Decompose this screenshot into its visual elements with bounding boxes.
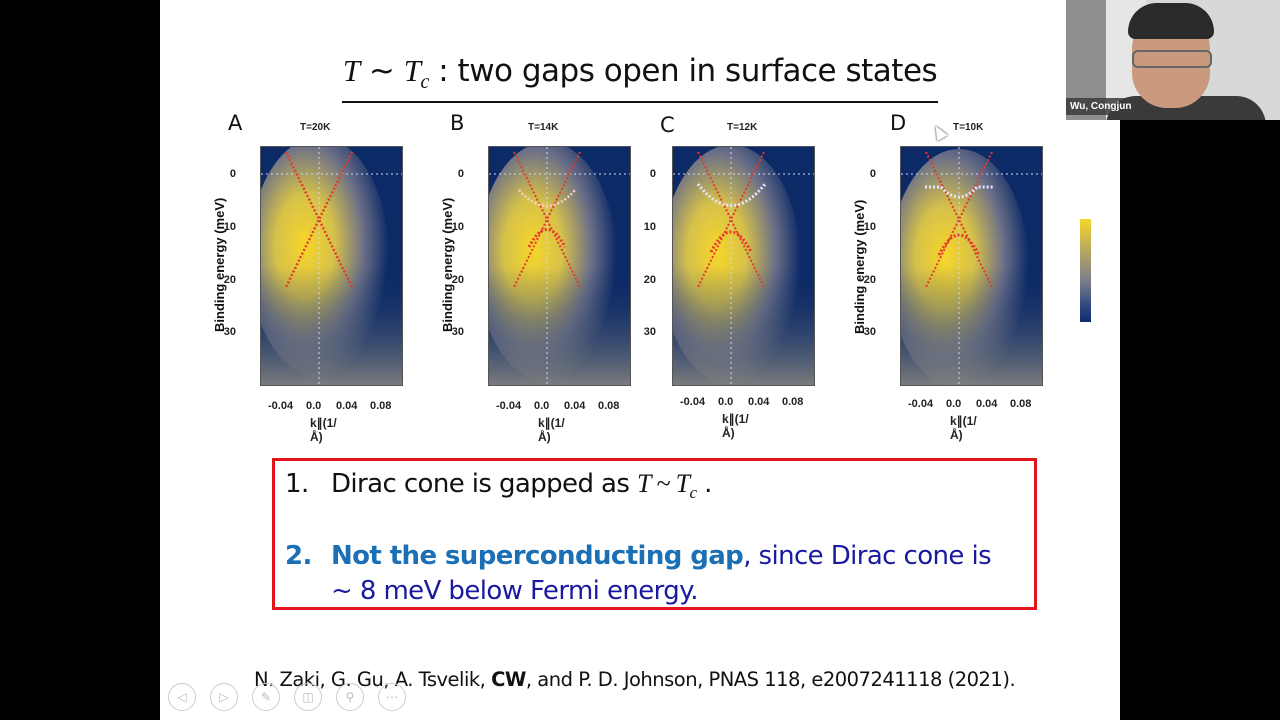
y-tick: 20	[223, 274, 236, 286]
y-tick: 30	[863, 326, 876, 338]
y-tick: 20	[863, 274, 876, 286]
x-tick: 0.0	[534, 400, 550, 412]
x-tick: 0.08	[782, 396, 804, 408]
x-tick: 0.08	[1010, 398, 1032, 410]
glasses	[1132, 50, 1212, 68]
y-tick: 0	[229, 168, 236, 180]
panel-temperature: T=10K	[953, 122, 984, 133]
dirac-cone-plot	[901, 147, 1042, 385]
x-tick: 0.0	[718, 396, 734, 408]
panel-letter: C	[660, 113, 675, 137]
x-tick: 0.0	[306, 400, 322, 412]
item-text: Dirac cone is gapped as	[331, 469, 637, 499]
webcam-video[interactable]: Wu, Congjun	[1066, 0, 1280, 120]
dirac-cone-plot	[261, 147, 402, 385]
citation-bold-author: CW	[491, 668, 526, 691]
colorbar	[1080, 219, 1091, 322]
arpes-heatmap	[488, 146, 631, 386]
citation-rest: , and P. D. Johnson, PNAS 118, e20072411…	[525, 668, 1016, 691]
item-end: .	[696, 469, 712, 499]
panel-letter: B	[450, 111, 465, 135]
x-tick: -0.04	[496, 400, 522, 412]
dirac-cone-plot	[673, 147, 814, 385]
slides-icon[interactable]: ◫	[294, 683, 322, 711]
x-axis-label: k∥(1/Å)	[950, 414, 977, 442]
y-tick: 20	[451, 274, 464, 286]
y-tick: 0	[869, 168, 876, 180]
x-tick: 0.08	[598, 400, 620, 412]
x-tick: 0.04	[976, 398, 998, 410]
previous-icon[interactable]: ◁	[168, 683, 196, 711]
x-tick: 0.04	[748, 396, 770, 408]
item-number: 1.	[285, 469, 309, 499]
x-tick: -0.04	[680, 396, 706, 408]
presentation-slide: T ~ Tc : two gaps open in surface states…	[160, 0, 1120, 720]
item-number: 2.	[285, 541, 312, 571]
more-icon[interactable]: ⋯	[378, 683, 406, 711]
x-tick: -0.04	[908, 398, 934, 410]
y-tick: 30	[451, 326, 464, 338]
note-item-1: 1. Dirac cone is gapped as T ~ Tc .	[285, 469, 712, 503]
y-tick: 10	[451, 221, 464, 233]
title-math-sim: ~	[359, 53, 404, 89]
x-tick: 0.0	[946, 398, 962, 410]
title-math-tc: T	[403, 53, 421, 88]
x-tick: 0.08	[370, 400, 392, 412]
next-icon[interactable]: ▷	[210, 683, 238, 711]
arpes-heatmap	[672, 146, 815, 386]
x-tick: 0.04	[336, 400, 358, 412]
y-tick: 30	[223, 326, 236, 338]
title-math-t: T	[342, 53, 360, 88]
y-tick: 0	[649, 168, 656, 180]
x-axis-label: k∥(1/Å)	[310, 416, 337, 444]
panel-temperature: T=14K	[528, 122, 559, 133]
y-tick: 20	[643, 274, 656, 286]
item-text-line2: ~ 8 meV below Fermi energy.	[331, 576, 699, 606]
panel-temperature: T=12K	[727, 122, 758, 133]
item-math-sub: c	[689, 483, 698, 503]
x-tick: 0.04	[564, 400, 586, 412]
item-math: T ~ T	[636, 469, 690, 498]
arpes-heatmap	[900, 146, 1043, 386]
y-tick: 10	[863, 221, 876, 233]
title-text: : two gaps open in surface states	[428, 53, 938, 89]
arpes-heatmap	[260, 146, 403, 386]
y-tick: 10	[643, 221, 656, 233]
dirac-cone-plot	[489, 147, 630, 385]
participant-name: Wu, Congjun	[1066, 98, 1136, 115]
title-math-tc-sub: c	[420, 71, 430, 94]
y-axis-label: Binding energy (meV)	[440, 197, 455, 332]
y-axis-label: Binding energy (meV)	[852, 199, 867, 334]
x-tick: -0.04	[268, 400, 294, 412]
slide-title: T ~ Tc : two gaps open in surface states	[160, 52, 1120, 104]
y-tick: 10	[223, 221, 236, 233]
y-axis-label: Binding energy (meV)	[212, 197, 227, 332]
item-highlight: Not the superconducting gap	[331, 541, 744, 571]
y-tick: 30	[643, 326, 656, 338]
y-tick: 0	[457, 168, 464, 180]
panel-temperature: T=20K	[300, 122, 331, 133]
panel-letter: A	[228, 111, 243, 135]
x-axis-label: k∥(1/Å)	[538, 416, 565, 444]
presenter-controls: ◁ ▷ ✎ ◫ ⚲ ⋯	[168, 683, 406, 711]
item-text: , since Dirac cone is	[743, 541, 992, 571]
panel-letter: D	[890, 111, 907, 135]
zoom-icon[interactable]: ⚲	[336, 683, 364, 711]
conclusion-box: 1. Dirac cone is gapped as T ~ Tc . 2. Not…	[272, 458, 1037, 610]
note-item-2: 2. Not the superconducting gap, since Dir…	[285, 539, 992, 609]
x-axis-label: k∥(1/Å)	[722, 412, 749, 440]
pen-icon[interactable]: ✎	[252, 683, 280, 711]
